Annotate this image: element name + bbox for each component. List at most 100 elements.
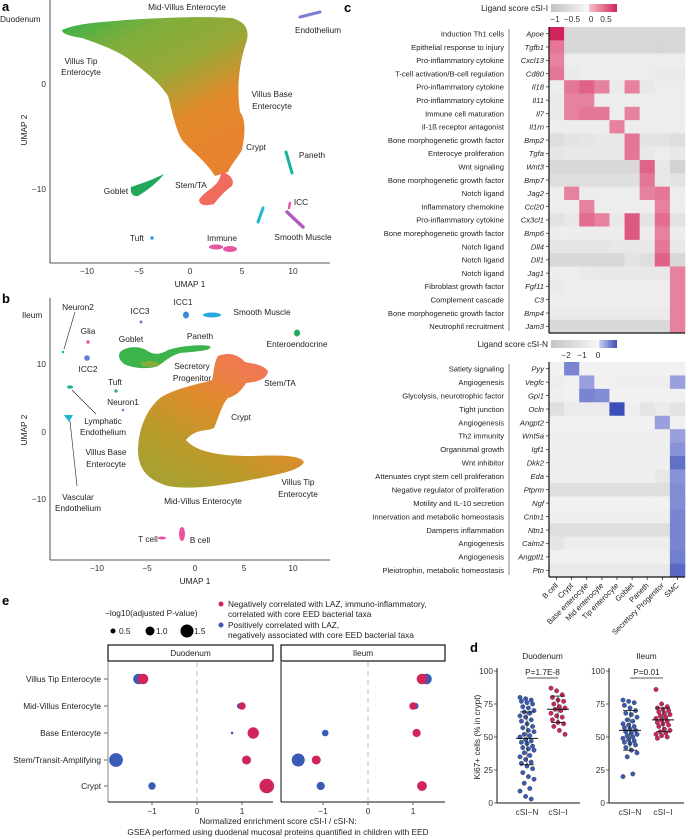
heatmap-cell: [579, 186, 595, 201]
heatmap-cell: [594, 536, 610, 551]
row-gene-label: Wnt3: [526, 162, 545, 171]
label-endothelium: Endothelium: [295, 25, 341, 35]
colorbar-title: Ligand score cSI-I: [481, 3, 548, 13]
heatmap-csi-n: Satiety signaling Pyy Angiogenesis Vegfc Gly…: [372, 362, 686, 578]
heatmap-cell: [639, 496, 656, 511]
heatmap-cell: [639, 199, 656, 214]
heatmap-cell: [639, 523, 656, 537]
bubble-red: [137, 673, 149, 685]
data-point: [633, 742, 638, 748]
category-label: Mid-Villus Enterocyte: [23, 701, 101, 711]
heatmap-cell: [669, 53, 686, 68]
heatmap-cell: [564, 388, 580, 403]
row-gene-label: Dkk2: [527, 459, 545, 468]
heatmap-cell: [579, 375, 595, 390]
heatmap-cell: [564, 523, 580, 537]
row-gene-label: Tgfa: [529, 149, 544, 158]
row-gene-label: Igf1: [531, 445, 544, 454]
heatmap-cell: [639, 66, 656, 81]
heatmap-cell: [549, 186, 565, 201]
heatmap-cell: [564, 442, 580, 457]
row-function-label: Bone morephogenetic growth factor: [384, 229, 505, 238]
heatmap-cell: [669, 279, 686, 294]
heatmap-cell: [549, 442, 565, 457]
heatmap-cell: [594, 239, 610, 254]
x-tick: 0: [188, 266, 193, 276]
heatmap-cell: [549, 306, 565, 320]
y-tick: 0: [41, 427, 46, 437]
label-paneth: Paneth: [187, 331, 214, 341]
data-point: [655, 735, 660, 741]
heatmap-cell: [639, 146, 656, 161]
tissue-label: Duodenum: [0, 14, 41, 24]
data-point: [557, 728, 562, 733]
heatmap-cell: [654, 523, 671, 537]
data-point: [626, 698, 631, 704]
heatmap-cell: [549, 53, 565, 68]
label-villus-base-2: Enterocyte: [252, 101, 292, 111]
category-label: Crypt: [81, 781, 102, 791]
heatmap-cell: [549, 80, 565, 94]
label-tuft: Tuft: [130, 233, 145, 243]
group-label: cSI−N: [619, 807, 642, 817]
heatmap-cell: [564, 93, 580, 108]
y-tick: 0: [41, 79, 46, 89]
y-tick: 75: [484, 699, 494, 709]
data-point: [531, 776, 537, 782]
y-axis-title: Ki67+ cells (% in crypt): [472, 694, 482, 779]
row-function-label: Innervation and metabolic homeostasis: [372, 512, 504, 521]
data-point: [622, 739, 627, 745]
heatmap-cell: [624, 523, 640, 537]
heatmap-cell: [609, 186, 625, 201]
row-function-label: Bone morphogenetic growth factor: [388, 176, 505, 185]
heatmap-cell: [549, 415, 565, 430]
heatmap-cell: [594, 415, 610, 430]
panel-label-e: e: [2, 593, 9, 608]
data-point: [528, 759, 534, 765]
data-point: [631, 724, 637, 729]
x-axis-title-2: GSEA performed using duodenal mucosal pr…: [127, 827, 428, 837]
row-gene-label: Jag1: [527, 269, 544, 278]
heatmap-cell: [669, 306, 686, 320]
row-gene-label: Dll1: [531, 256, 544, 265]
heatmap-cell: [639, 362, 656, 376]
heatmap-cell: [624, 40, 640, 54]
tissue-title: Duodenum: [522, 651, 563, 661]
heatmap-cell: [579, 146, 595, 161]
data-point: [623, 710, 629, 716]
data-point: [528, 796, 534, 802]
heatmap-cell: [624, 496, 640, 511]
heatmap-cell: [579, 27, 595, 41]
heatmap-cell: [579, 402, 595, 417]
heatmap-cell: [609, 66, 625, 81]
heatmap-cell: [564, 550, 580, 564]
heatmap-cell: [594, 509, 610, 524]
heatmap-cell: [639, 27, 656, 41]
p-value: P=1.7E-8: [525, 667, 560, 677]
heatmap-cell: [564, 306, 580, 320]
row-gene-label: C3: [534, 296, 544, 305]
heatmap-cell: [609, 199, 625, 214]
heatmap-cell: [639, 40, 656, 54]
row-function-label: Tight junction: [459, 405, 504, 414]
group-label: cSI−I: [653, 807, 672, 817]
heatmap-cell: [564, 509, 580, 524]
label-neuron1: Neuron1: [107, 397, 139, 407]
heatmap-cell: [624, 199, 640, 214]
heatmap-cell: [564, 226, 580, 241]
heatmap-cell: [654, 456, 671, 470]
heatmap-cell: [624, 415, 640, 430]
heatmap-cell: [669, 93, 686, 108]
data-point: [517, 788, 523, 794]
heatmap-cell: [669, 388, 686, 403]
heatmap-cell: [654, 266, 671, 281]
leader-line: [71, 389, 97, 415]
heatmap-cell: [579, 319, 595, 334]
legend-dot-blue: [218, 622, 224, 628]
heatmap-cell: [639, 563, 656, 578]
label-icc2: ICC2: [79, 364, 98, 374]
heatmap-cell: [564, 536, 580, 551]
heatmap-cell: [564, 160, 580, 174]
label-villus-tip-2: Enterocyte: [61, 67, 101, 77]
legend-blue-line2: negatively associated with core EED bact…: [228, 630, 414, 640]
